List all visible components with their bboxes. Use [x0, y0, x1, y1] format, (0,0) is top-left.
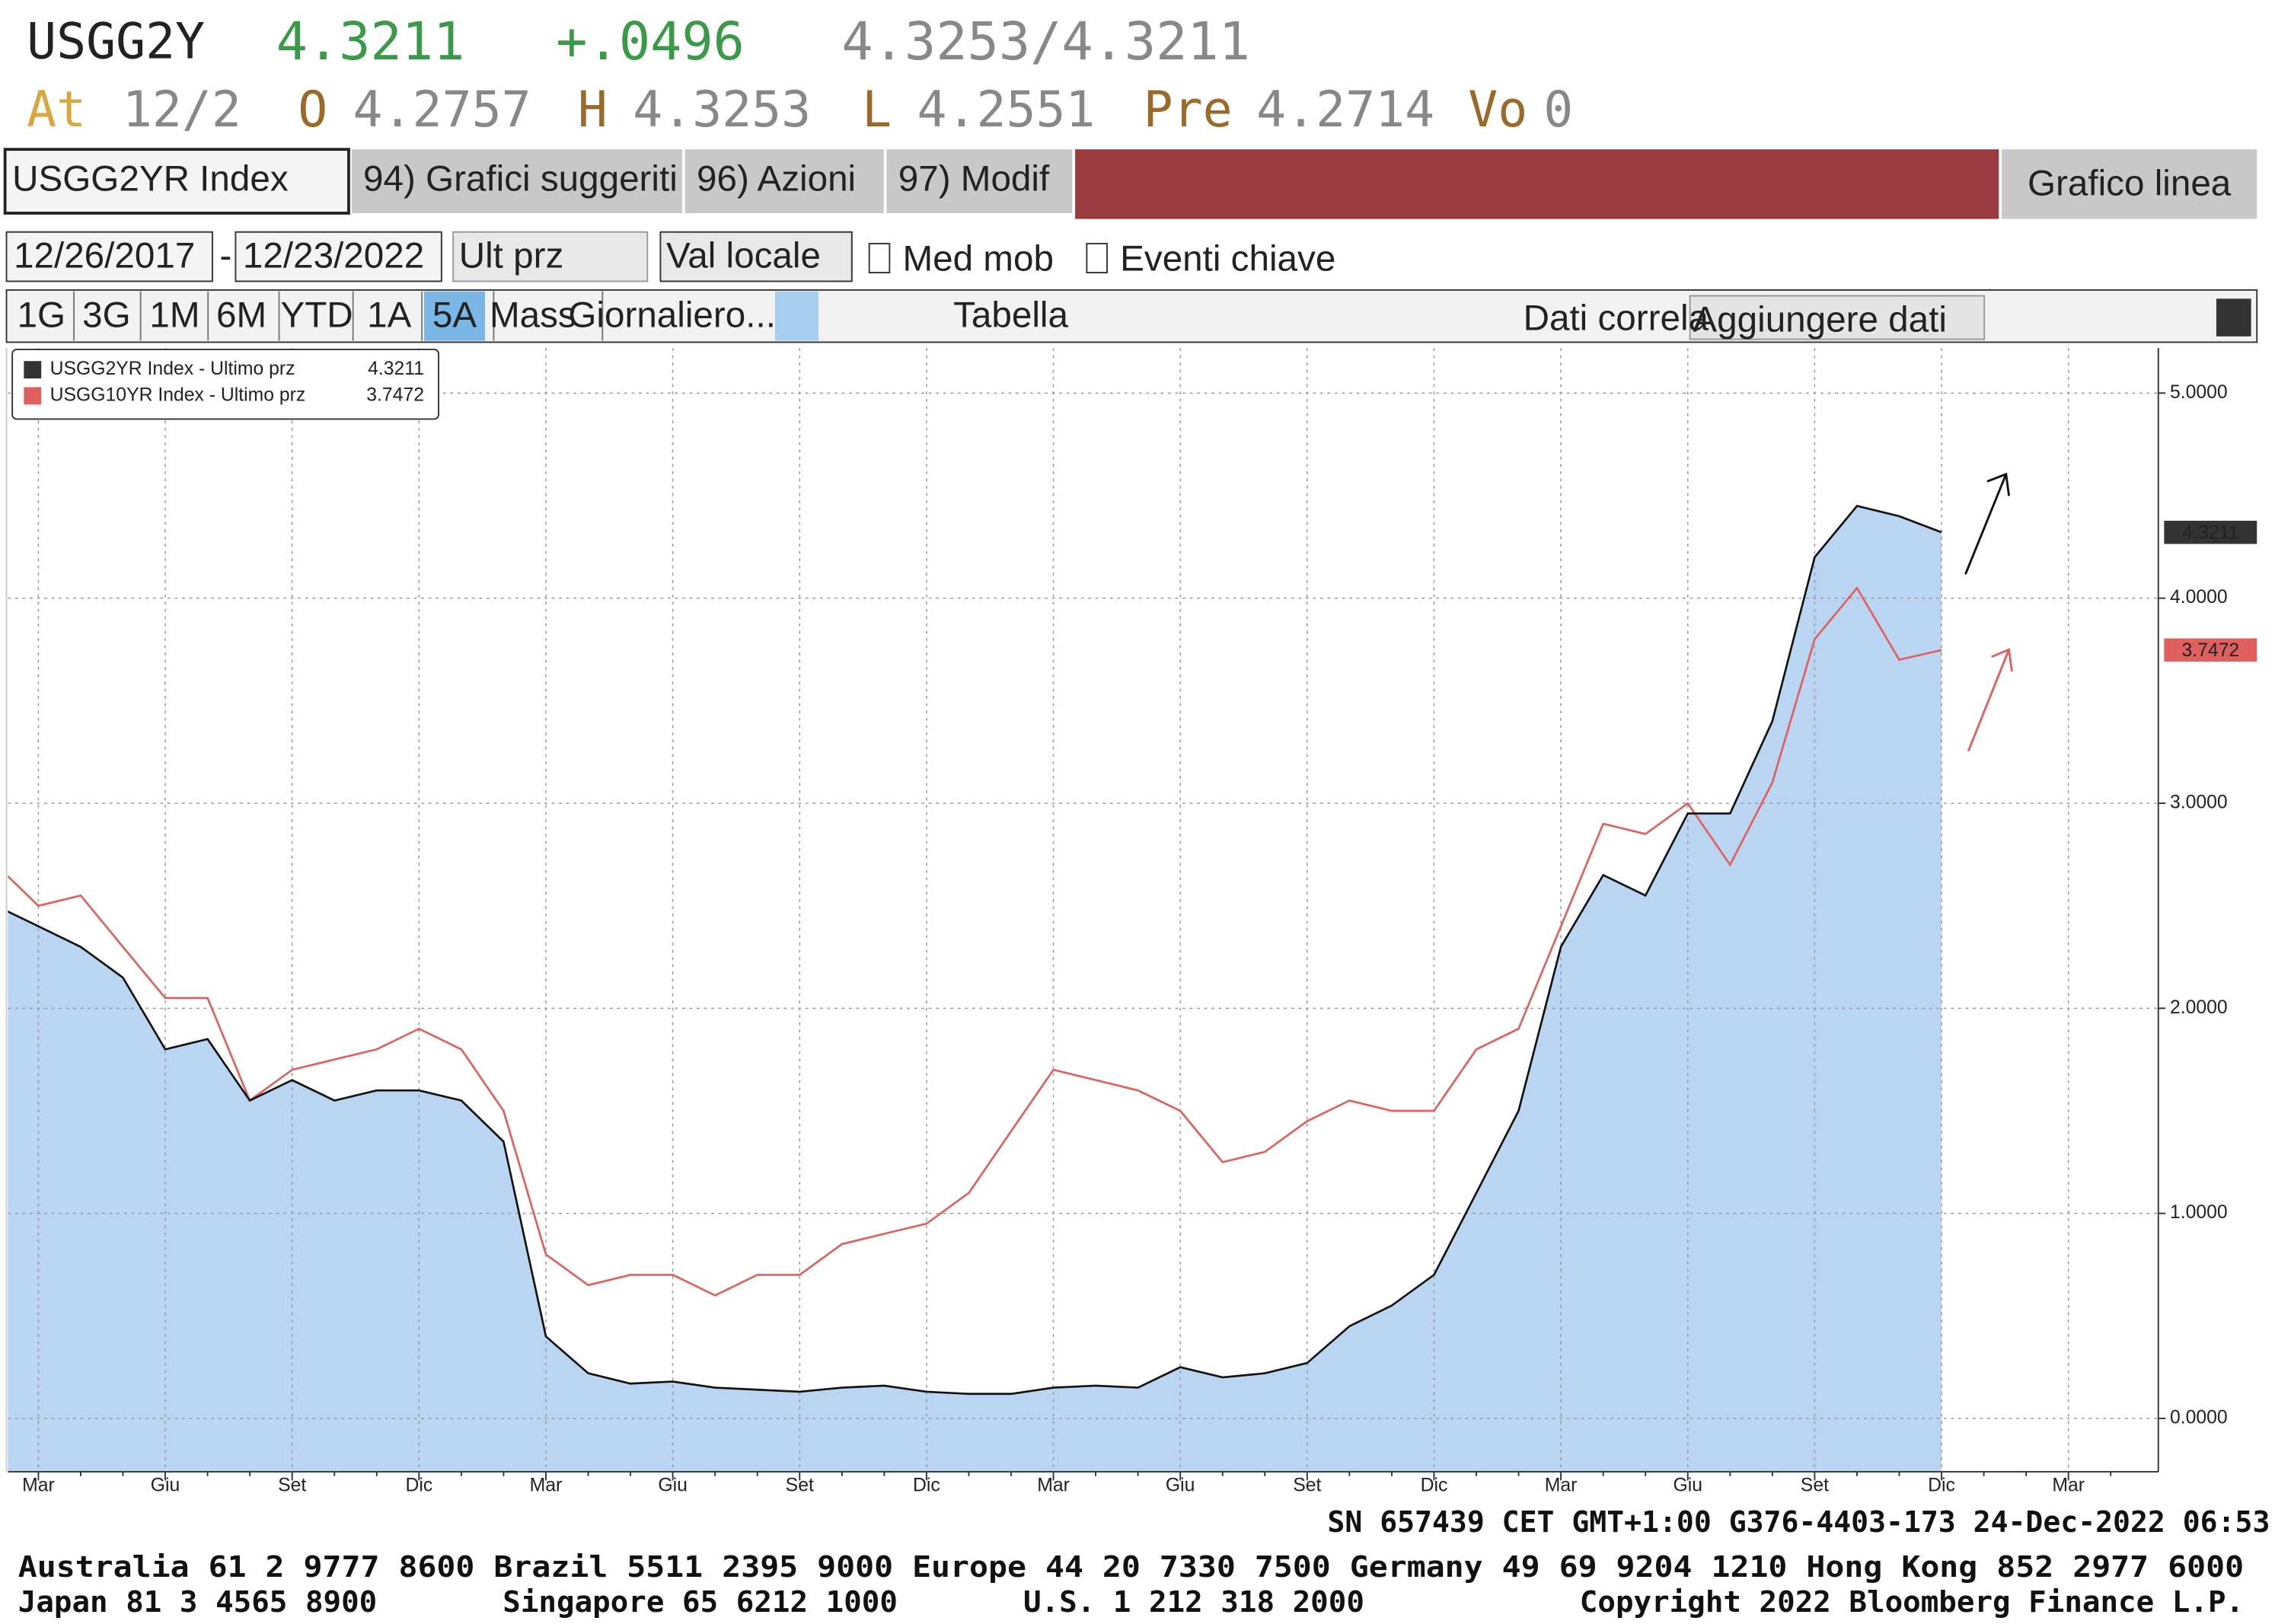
footer-contacts: Australia 61 2 9777 8600 Brazil 5511 239… [18, 1550, 2244, 1584]
x-tick-label: Dic [913, 1476, 940, 1496]
button-label[interactable]: Grafico linea [2028, 163, 2232, 203]
security-field[interactable] [3, 148, 350, 215]
value: 0 [1543, 81, 1573, 139]
x-tick-label: Dic [1421, 1476, 1448, 1496]
button[interactable] [2002, 149, 2257, 219]
currency[interactable]: Val locale [666, 236, 821, 276]
banner [1075, 149, 1999, 219]
x-tick-label: Set [278, 1476, 306, 1496]
legend-value: 4.3211 [368, 359, 424, 379]
label: H [578, 81, 608, 139]
annotation-arrow [1964, 472, 2010, 575]
x-tick-label: Mar [22, 1476, 55, 1496]
period-button[interactable]: 1M [149, 295, 199, 336]
legend-label: USGG10YR Index - Ultimo prz [50, 384, 306, 405]
checkbox-label[interactable]: Med mob [902, 238, 1053, 279]
value: 4.2757 [353, 81, 531, 139]
dropdown-button[interactable] [2216, 298, 2251, 337]
x-tick-label: Giu [1673, 1476, 1702, 1496]
last-value-label: 4.3211 [2182, 523, 2238, 544]
y-tick-label: 3.0000 [2170, 793, 2228, 813]
x-tick-label: Set [1801, 1476, 1829, 1496]
ticker: USGG2Y [27, 14, 205, 71]
dropdown[interactable] [452, 231, 649, 282]
date-field[interactable] [235, 231, 442, 282]
legend-value: 3.7472 [366, 384, 424, 405]
x-tick-label: Mar [530, 1476, 563, 1496]
button-label[interactable]: 94) Grafici suggeriti [363, 159, 678, 199]
button-label[interactable]: 96) Azioni [697, 159, 856, 199]
tab[interactable]: Tabella [953, 295, 1068, 336]
period-button[interactable]: 5A [432, 295, 477, 336]
period-button[interactable]: 1G [17, 295, 65, 336]
selected-period [424, 291, 485, 341]
y-tick-label: 0.0000 [2170, 1408, 2228, 1428]
x-tick-label: Mar [1037, 1476, 1070, 1496]
value: 4.2551 [917, 81, 1096, 139]
input[interactable] [1689, 295, 1986, 340]
button[interactable] [351, 149, 682, 213]
button-label[interactable]: 97) Modif [898, 159, 1050, 199]
x-tick-label: Mar [2052, 1476, 2085, 1496]
period-button[interactable]: YTD [280, 295, 353, 336]
y-tick-label: 2.0000 [2170, 997, 2228, 1018]
dropdown[interactable] [659, 231, 853, 282]
separator: - [219, 236, 231, 276]
security[interactable]: USGG2YR Index [12, 159, 289, 199]
legend-swatch [24, 387, 42, 405]
last-value-label: 3.7472 [2181, 640, 2239, 661]
x-tick-label: Set [1293, 1476, 1321, 1496]
line [8, 585, 1942, 1297]
period-button[interactable]: Mass [490, 295, 576, 336]
x-tick-label: Giu [151, 1476, 180, 1496]
period-button[interactable]: 1A [367, 295, 411, 336]
x-tick-label: Dic [405, 1476, 432, 1496]
legend-label: USGG2YR Index - Ultimo prz [50, 359, 295, 379]
checkbox[interactable] [1086, 242, 1108, 273]
line [8, 504, 1942, 1396]
value: 4.2714 [1256, 81, 1434, 139]
change: +.0496 [556, 11, 745, 72]
label: Vo [1468, 81, 1527, 139]
y-tick-label: 4.0000 [2170, 587, 2228, 608]
value: 4.3253 [633, 81, 811, 139]
button[interactable] [684, 149, 884, 213]
start-date[interactable]: 12/26/2017 [14, 236, 195, 276]
field[interactable]: Ult prz [459, 236, 564, 276]
label: Pre [1144, 81, 1233, 139]
period-button[interactable]: 3G [82, 295, 131, 336]
y-tick-label: 1.0000 [2170, 1202, 2228, 1223]
date-field[interactable] [5, 231, 213, 282]
checkbox[interactable] [868, 242, 891, 273]
tab[interactable]: Dati correla [1524, 298, 1709, 338]
checkbox-label[interactable]: Eventi chiave [1120, 238, 1335, 279]
footer-contacts: Japan 81 3 4565 8900 Singapore 65 6212 1… [18, 1585, 2244, 1619]
annotation-arrow [1967, 648, 2013, 752]
x-tick-label: Set [786, 1476, 814, 1496]
last-value-tag [2164, 638, 2257, 662]
x-tick-label: Giu [1166, 1476, 1195, 1496]
legend-swatch [24, 361, 42, 379]
button[interactable] [886, 149, 1073, 213]
chart-icon[interactable] [774, 291, 819, 341]
x-tick-label: Mar [1545, 1476, 1578, 1496]
label: At [27, 81, 86, 139]
legend-box [11, 349, 440, 420]
period-button[interactable]: 6M [216, 295, 266, 336]
period-button[interactable]: Giornaliero... [568, 295, 776, 336]
label: O [298, 81, 327, 139]
last-value-tag [2164, 520, 2257, 544]
label: L [862, 81, 892, 139]
placeholder[interactable]: Aggiungere dati [1693, 299, 1947, 340]
status-bar: SN 657439 CET GMT+1:00 G376-4403-173 24-… [1327, 1505, 2270, 1539]
x-tick-label: Giu [658, 1476, 688, 1496]
value: 12/2 [123, 81, 241, 139]
y-tick-label: 5.0000 [2170, 382, 2228, 403]
end-date[interactable]: 12/23/2022 [243, 236, 424, 276]
last-price: 4.3211 [276, 11, 465, 72]
bid-ask: 4.3253/4.3211 [841, 11, 1250, 72]
x-tick-label: Dic [1928, 1476, 1955, 1496]
